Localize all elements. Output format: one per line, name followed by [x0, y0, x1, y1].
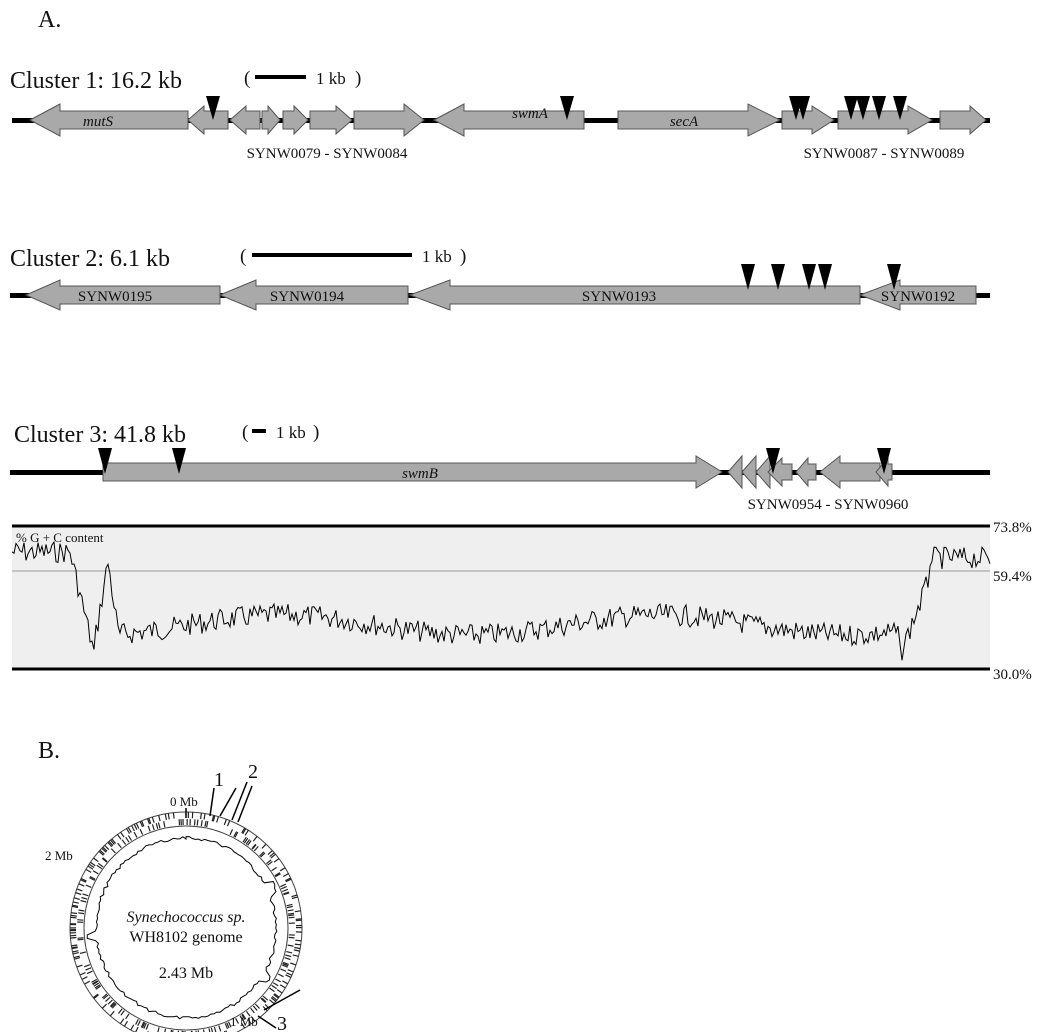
cluster-1-range-label-a: SYNW0079 - SYNW0084 [247, 146, 408, 162]
gene-ring [69, 811, 303, 1032]
gene-SYNW0193: SYNW0193 [408, 279, 861, 311]
genome-map: Synechococcus sp. WH8102 genome 2.43 Mb … [45, 761, 303, 1032]
cluster-3-title: Cluster 3: 41.8 kb [14, 422, 186, 448]
svg-text:1 kb: 1 kb [422, 247, 452, 266]
svg-text:secA: secA [670, 114, 699, 130]
svg-text:(: ( [240, 246, 246, 267]
svg-text:swmB: swmB [402, 466, 438, 482]
cluster-1-insertion-markers [206, 96, 907, 120]
cluster-1-range-label-b: SYNW0087 - SYNW0089 [804, 146, 965, 162]
cluster-3-range-label: SYNW0954 - SYNW0960 [748, 497, 909, 513]
gene-1-12 [939, 104, 987, 136]
genome-strain: WH8102 genome [129, 929, 242, 946]
gene-swmB: swmB [102, 455, 723, 489]
gc-mid-label: 59.4% [993, 569, 1032, 585]
gene-SYNW0195: SYNW0195 [24, 279, 221, 311]
cluster-3-insertion-markers [98, 448, 891, 474]
gc-plot-background [12, 526, 990, 669]
cluster-1-title: Cluster 1: 16.2 kb [10, 68, 182, 94]
gene-3-2 [727, 454, 743, 490]
genome-organism: Synechococcus sp. [126, 909, 245, 926]
svg-text:(: ( [244, 68, 250, 89]
svg-text:swmA: swmA [512, 106, 549, 122]
svg-text:SYNW0194: SYNW0194 [270, 289, 345, 305]
panel-a-label: A. [38, 7, 61, 33]
callout-2: 2 [248, 761, 258, 783]
gc-min-label: 30.0% [993, 667, 1032, 683]
cluster-1-scale-bar: ( 1 kb ) [244, 68, 361, 89]
svg-text:): ) [460, 246, 466, 267]
gc-max-label: 73.8% [993, 520, 1032, 536]
marker-1-mb: 1 Mb [230, 1014, 258, 1029]
gene-mutS: mutS [28, 103, 189, 137]
gene-1-10 [781, 105, 835, 135]
gene-1-2 [187, 104, 229, 136]
svg-text:SYNW0193: SYNW0193 [582, 289, 656, 305]
cluster-callouts [209, 781, 301, 1029]
panel-b-label: B. [38, 738, 60, 764]
gene-1-4 [261, 104, 281, 136]
svg-text:1 kb: 1 kb [276, 423, 306, 442]
gc-plot-label: % G + C content [16, 530, 104, 545]
svg-text:): ) [355, 68, 361, 89]
cluster-2-title: Cluster 2: 6.1 kb [10, 246, 170, 272]
gene-3-7 [819, 454, 881, 490]
callout-3: 3 [277, 1013, 287, 1032]
marker-2-mb: 2 Mb [45, 848, 73, 863]
svg-text:mutS: mutS [83, 114, 114, 130]
svg-text:): ) [313, 422, 319, 443]
cluster-2-insertion-markers [741, 264, 901, 290]
gc-content-trace [11, 540, 991, 661]
gc-skew-ring [86, 836, 278, 1020]
svg-text:(: ( [242, 422, 248, 443]
gene-1-5 [282, 104, 309, 136]
gene-swmA: swmA [432, 103, 585, 137]
gene-3-5 [767, 456, 793, 488]
gene-secA: secA [617, 103, 782, 137]
cluster-2: Cluster 2: 6.1 kb ( 1 kb ) SYNW0195 SYNW… [10, 246, 990, 311]
gene-1-7 [353, 102, 425, 138]
callout-1: 1 [214, 769, 224, 791]
gene-SYNW0194: SYNW0194 [218, 279, 409, 311]
cluster-1: Cluster 1: 16.2 kb ( 1 kb ) mutS swmA se… [10, 68, 990, 162]
gene-1-6 [309, 104, 353, 136]
svg-text:1 kb: 1 kb [316, 69, 346, 88]
marker-0-mb: 0 Mb [170, 794, 198, 809]
gc-content-plot: % G + C content 73.8% 59.4% 30.0% [11, 520, 1032, 683]
gene-SYNW0192: SYNW0192 [858, 279, 977, 311]
gene-3-6 [795, 456, 817, 488]
genome-size: 2.43 Mb [159, 965, 213, 982]
gene-3-3 [741, 454, 757, 490]
svg-text:SYNW0195: SYNW0195 [78, 289, 152, 305]
genome-inner-border [83, 825, 289, 1031]
cluster-3: Cluster 3: 41.8 kb ( 1 kb ) swmB SYNW095… [10, 422, 990, 513]
cluster-3-scale-bar: ( 1 kb ) [242, 422, 319, 443]
cluster-2-scale-bar: ( 1 kb ) [240, 246, 466, 267]
svg-text:SYNW0192: SYNW0192 [881, 289, 955, 305]
gene-1-3 [229, 104, 261, 136]
